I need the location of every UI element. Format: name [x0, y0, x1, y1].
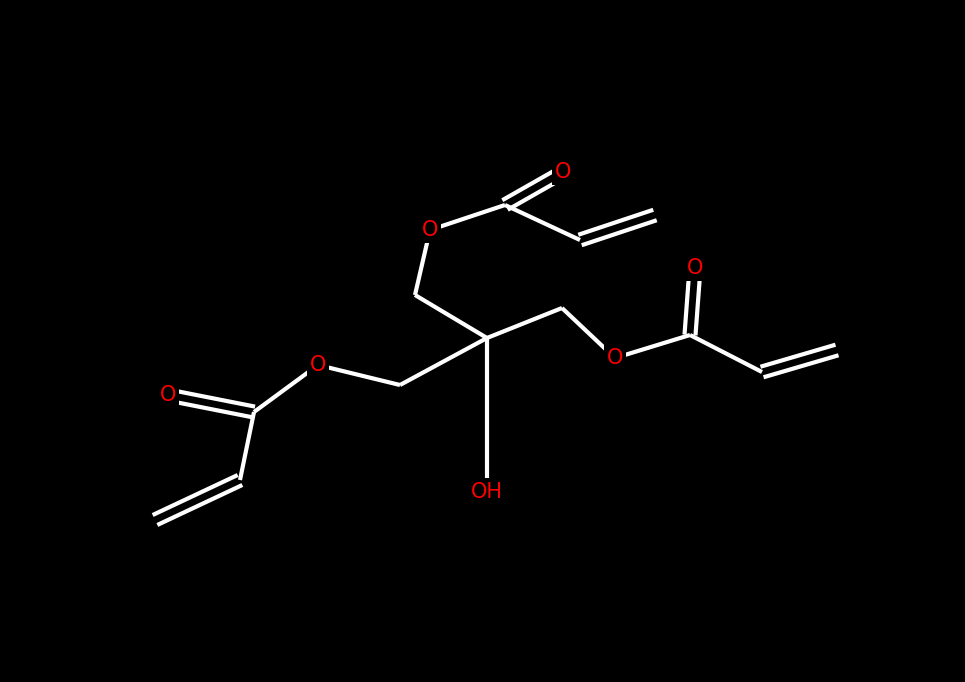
Text: O: O: [310, 355, 326, 375]
Text: O: O: [555, 162, 571, 182]
Text: O: O: [422, 220, 438, 240]
Text: O: O: [160, 385, 177, 405]
Text: OH: OH: [471, 482, 503, 502]
Text: O: O: [607, 348, 623, 368]
Text: O: O: [687, 258, 703, 278]
